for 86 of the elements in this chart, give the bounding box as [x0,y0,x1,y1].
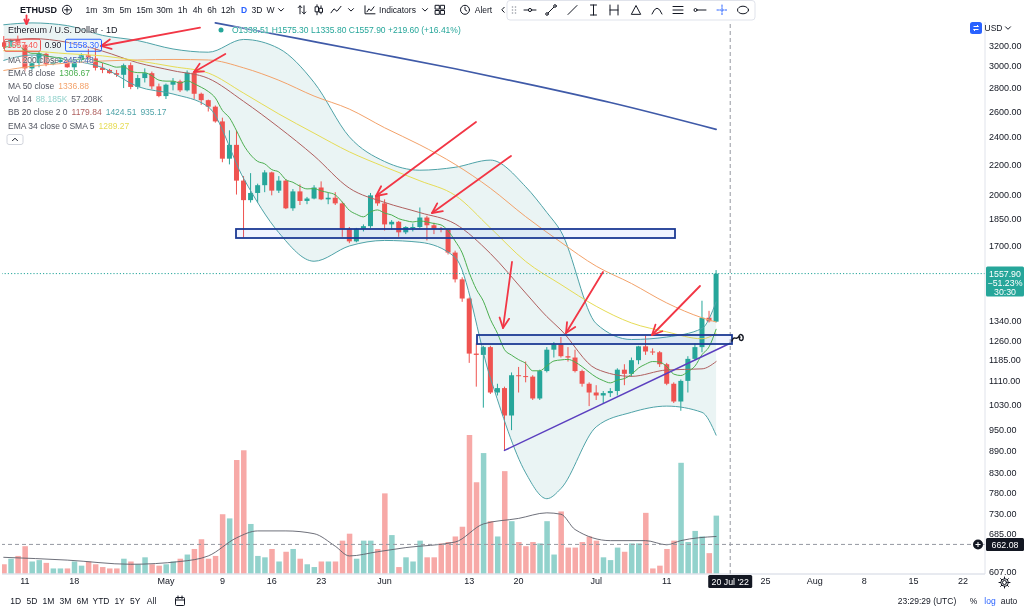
text: 1M [42,595,55,606]
annotation: MA 50 close [8,80,55,91]
y-tick-label: 2600.00 [989,106,1022,117]
ref-line-label: 1557.90 [989,268,1021,279]
text: ETHUSD [20,4,58,15]
y-tick-label: 1340.00 [989,316,1022,327]
ref-line-label: 662.08 [991,539,1019,550]
text: log [984,595,996,606]
annotation: BB 20 close 2 0 [8,107,68,118]
x-tick-label: 22 [957,575,968,586]
text: 1h [177,4,188,15]
x-tick-label: May [157,575,175,586]
y-tick-label: 2200.00 [989,159,1022,170]
text: 3m [102,4,115,15]
x-tick-label: 8 [861,575,867,586]
x-tick-label: 18 [69,575,80,586]
annotation: 1306.67 [59,67,90,78]
text: 5m [119,4,132,15]
annotation: 57.208K [71,93,103,104]
annotation: 88.185K [35,93,68,104]
annotation: 2457.48 [63,54,94,65]
text: 5D [26,595,38,606]
y-tick-label: 685.00 [989,528,1017,539]
y-tick-label: 3000.00 [989,61,1022,72]
y-tick-label: 730.00 [989,508,1017,519]
text: 5Y [130,595,141,606]
y-tick-label: 1185.00 [989,355,1021,366]
y-tick-label: 830.00 [989,468,1017,479]
y-tick-label: 1700.00 [989,241,1022,252]
x-tick-label: 13 [464,575,475,586]
annotation: 0.90 [44,39,62,50]
text: 6h [207,4,217,15]
text: D [240,4,248,15]
y-tick-label: 950.00 [989,425,1017,436]
text: 3D [251,4,263,15]
annotation: 1424.51 [105,107,137,118]
x-tick-label: Aug [806,575,823,586]
text: −51.23% [987,277,1023,288]
x-tick-label: 20 [513,575,524,586]
annotation: Vol 14 [8,93,32,104]
y-tick-label: 607.00 [989,567,1017,578]
text: 6M [76,595,89,606]
y-tick-label: 3200.00 [989,41,1022,51]
ref-line-label: 20 Jul '22 [711,576,750,587]
y-tick-label: 1850.00 [989,214,1022,225]
annotation: 1179.84 [71,107,102,118]
annotation: EMA 34 close 0 SMA 5 [8,120,95,131]
y-tick-label: 2000.00 [989,189,1022,200]
text: 4h [192,4,203,15]
x-tick-label: 16 [266,575,277,586]
x-tick-label: 11 [662,575,672,586]
annotation: EMA 8 close [8,67,56,78]
x-tick-label: Jun [377,575,392,586]
text: YTD [92,595,110,606]
text: 12h [220,4,236,15]
text: 3M [59,595,72,606]
text: 1D [10,595,22,606]
y-tick-label: 2400.00 [989,132,1022,143]
text: 30m [156,4,173,15]
x-tick-label: 15 [908,575,919,586]
y-tick-label: 1110.00 [989,376,1021,387]
text: Indicators [379,4,416,15]
x-tick-label: 11 [20,575,30,586]
y-tick-label: 780.00 [989,487,1017,498]
text: All [146,595,157,606]
x-tick-label: 9 [219,575,225,586]
y-tick-label: 1260.00 [989,335,1022,346]
text: auto [1000,595,1018,606]
text: 23:29:29 (UTC) [897,595,957,606]
text: % [969,595,978,606]
y-tick-label: 1030.00 [989,399,1022,410]
text: 1m [85,4,98,15]
annotation: USD [984,22,1003,33]
text: Alert [474,4,493,15]
text: 30:30 [993,286,1017,297]
y-tick-label: 2800.00 [989,83,1022,94]
y-tick-label: 890.00 [989,445,1017,456]
x-tick-label: 23 [316,575,327,586]
annotation: 1289.27 [98,120,130,131]
annotation: 935.17 [140,107,167,118]
annotation: 1336.88 [58,80,90,91]
text: W [266,4,275,15]
text: 1Y [114,595,125,606]
text: 15m [136,4,153,15]
x-tick-label: 25 [760,575,771,586]
x-tick-label: Jul [590,575,602,586]
